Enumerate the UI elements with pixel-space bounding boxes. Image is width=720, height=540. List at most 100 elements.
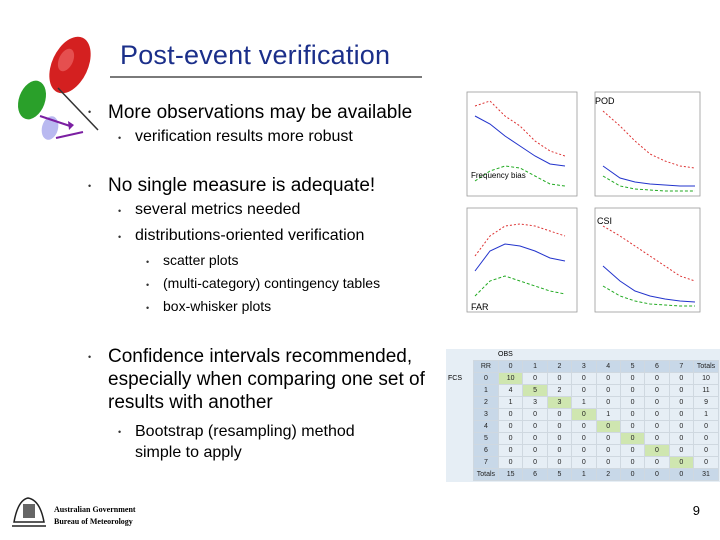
bullet-text: box-whisker plots: [163, 298, 272, 314]
table-cell: 0: [644, 456, 670, 469]
table-cell: 3: [473, 408, 499, 421]
table-row: 0 10 0 0 0 0 0 0 0 10: [473, 372, 719, 385]
table-cell: 3: [571, 360, 597, 373]
table-cell: Totals: [473, 468, 499, 481]
panel-label-csi: CSI: [597, 216, 612, 226]
table-cell: 6: [644, 360, 670, 373]
table-cell: RR: [473, 360, 499, 373]
table-row: 1 4 5 2 0 0 0 0 0 11: [473, 384, 719, 397]
table-cell: 1: [571, 468, 597, 481]
panel-label-pod: POD: [595, 96, 615, 106]
table-cell: 0: [693, 444, 719, 457]
table-cell: 0: [571, 384, 597, 397]
lavender-balloon-icon: [41, 116, 59, 140]
table-cell: 0: [546, 372, 573, 385]
table-cell: 0: [644, 444, 670, 457]
table-cell: 5: [546, 468, 573, 481]
balloon-cluster-icon: [17, 36, 99, 140]
table-cell: 0: [595, 384, 621, 397]
table-cell: 0: [522, 456, 548, 469]
slide-title: Post-event verification: [120, 40, 391, 70]
table-cell: 3: [546, 396, 573, 409]
table-cell: 0: [693, 456, 719, 469]
table-cell: 0: [668, 468, 695, 481]
table-cell: 0: [668, 432, 695, 445]
table-cell: 0: [619, 444, 646, 457]
table-cell: 0: [668, 420, 695, 433]
bullet-text: distributions-oriented verification: [135, 227, 365, 244]
table-cell: Totals: [693, 360, 719, 373]
bullet-marker: •: [88, 181, 92, 191]
table-cell: 0: [644, 468, 670, 481]
table-cell: 10: [693, 372, 719, 385]
table-cell: 0: [571, 372, 597, 385]
logo-line-2: Bureau of Meteorology: [54, 517, 133, 526]
table-cell: 0: [619, 372, 646, 385]
table-cell: 0: [571, 408, 597, 421]
table-cell: 1: [473, 384, 499, 397]
table-cell: 0: [546, 444, 573, 457]
contingency-table: RR 0 1 2 3 4 5 6 7 Totals 0 10 0 0 0 0 0 0 0 10 1 4 5 2 0 0 0 0 0 11 2…: [473, 360, 719, 481]
table-cell: 0: [595, 456, 621, 469]
table-cell: 0: [571, 420, 597, 433]
table-cell: 0: [546, 432, 573, 445]
table-cell: 0: [473, 372, 499, 385]
table-cell: 1: [571, 396, 597, 409]
table-cell: 0: [522, 420, 548, 433]
page-number: 9: [692, 503, 700, 518]
table-cell: 0: [619, 432, 646, 445]
table-cell: 1: [595, 408, 621, 421]
verification-score-plots: POD Frequency bias CSI FAR: [445, 86, 705, 336]
table-cell: 2: [473, 396, 499, 409]
bullet-text: More observations may be available: [108, 102, 413, 123]
obs-label: OBS: [498, 351, 513, 358]
fcs-label: FCS: [448, 375, 462, 382]
table-cell: 0: [619, 468, 646, 481]
table-cell: 2: [595, 468, 621, 481]
bullet-text: several metrics needed: [135, 201, 301, 218]
table-cell: 1: [522, 360, 548, 373]
bullet-marker: •: [146, 303, 150, 313]
bullet-marker: •: [146, 257, 150, 267]
table-cell: 0: [595, 432, 621, 445]
bullet-text: verification results more robust: [135, 128, 353, 145]
table-cell: 15: [497, 468, 524, 481]
table-cell: 0: [668, 408, 695, 421]
table-cell: 4: [473, 420, 499, 433]
table-cell: 4: [595, 360, 621, 373]
table-cell: 0: [668, 456, 695, 469]
table-cell: 0: [546, 456, 573, 469]
contingency-table-panel: OBS FCS RR 0 1 2 3 4 5 6 7 Totals 0 10 0 0 0 0 0 0 0 10 1 4 5 2…: [446, 349, 720, 482]
table-cell: 0: [497, 360, 524, 373]
bullet-marker: •: [118, 427, 122, 437]
logo-line-1: Australian Government: [54, 505, 136, 514]
table-cell: 0: [522, 408, 548, 421]
table-cell: 0: [595, 444, 621, 457]
bullet-text: scatter plots: [163, 252, 239, 268]
table-cell: 0: [693, 432, 719, 445]
table-cell: 0: [595, 372, 621, 385]
table-cell: 1: [497, 396, 524, 409]
plot-panel: [594, 207, 701, 313]
table-cell: 0: [668, 372, 695, 385]
table-cell: 0: [668, 384, 695, 397]
table-cell: 1: [693, 408, 719, 421]
table-cell: 0: [644, 432, 670, 445]
bullet-text: No single measure is adequate!: [108, 175, 376, 196]
table-cell: 0: [619, 420, 646, 433]
table-cell: 0: [522, 432, 548, 445]
table-cell: 31: [693, 468, 719, 481]
table-cell: 2: [546, 384, 573, 397]
bullet-marker: •: [118, 206, 122, 216]
green-balloon-icon: [17, 80, 47, 120]
title-underline: [110, 76, 422, 78]
table-cell: 2: [546, 360, 573, 373]
table-cell: 0: [644, 384, 670, 397]
table-row: Totals 15 6 5 1 2 0 0 0 31: [473, 468, 719, 481]
table-cell: 5: [619, 360, 646, 373]
plot-panel: [466, 207, 578, 313]
